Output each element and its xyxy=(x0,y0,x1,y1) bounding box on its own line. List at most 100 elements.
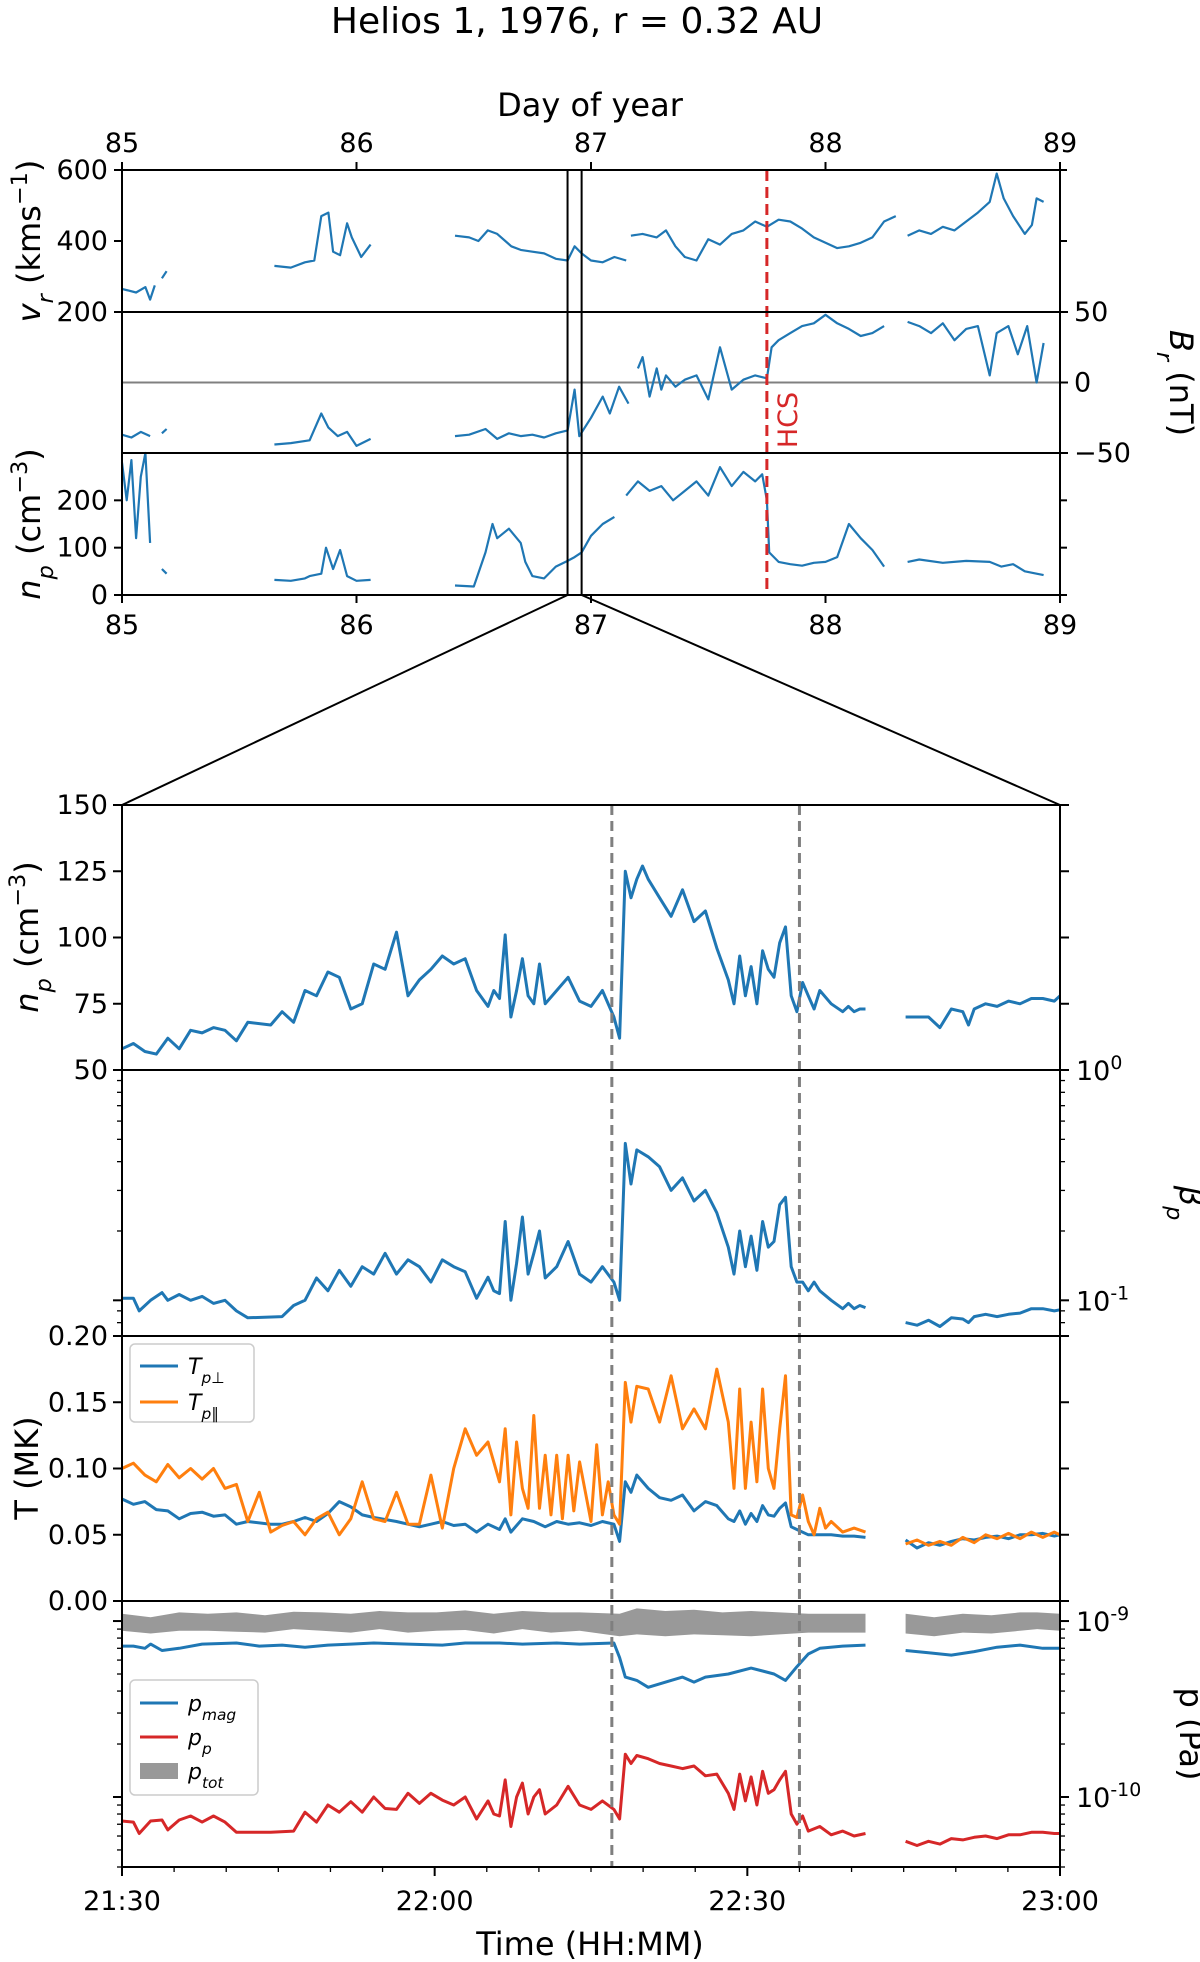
day-tick-label-top: 87 xyxy=(574,128,608,159)
np-series-line xyxy=(274,546,371,582)
br-ytick-label: −50 xyxy=(1074,438,1131,469)
time-tick-label: 22:00 xyxy=(396,1886,474,1917)
np_zoom-ytick-label: 50 xyxy=(74,1055,108,1086)
br-series-line xyxy=(454,385,630,440)
overview-y-labels: vr (kms−1) Br (nT) np (cm−3) xyxy=(7,160,1200,600)
np_zoom-blue-line xyxy=(121,864,866,1056)
overview-data: HCS xyxy=(120,170,1060,595)
temp_zoom-ytick-label: 0.10 xyxy=(48,1454,108,1485)
beta_zoom-blue-line xyxy=(905,1307,1061,1328)
day-tick-label: 88 xyxy=(808,610,842,641)
np_zoom-ytick-label: 125 xyxy=(56,856,108,887)
vr-series-line xyxy=(630,215,897,262)
zoom-data xyxy=(121,805,1062,1867)
np-axis-label: np (cm−3) xyxy=(7,448,59,599)
np_zoom-ytick-label: 150 xyxy=(56,790,108,821)
np-series-line xyxy=(907,558,1044,577)
temp_zoom-orange-line xyxy=(905,1530,1061,1547)
np_zoom-blue-line xyxy=(905,994,1062,1030)
legend-pmag-label: pmag xyxy=(187,1692,236,1724)
overview-frame xyxy=(121,169,1061,596)
vr-ytick-label: 200 xyxy=(56,297,108,328)
br-ytick-label: 50 xyxy=(1074,297,1108,328)
np-zoom-axis-label: np (cm−3) xyxy=(5,861,57,1012)
time-tick-label: 21:30 xyxy=(83,1886,161,1917)
vr-series-line xyxy=(454,229,627,264)
np_zoom-ytick-label: 75 xyxy=(74,989,108,1020)
ptot-band xyxy=(122,1608,866,1637)
vr-series-line xyxy=(160,270,168,279)
time-tick-label: 22:30 xyxy=(708,1886,786,1917)
temp_zoom-ytick-label: 0.00 xyxy=(48,1586,108,1617)
pressure-axis-label: p (Pa) xyxy=(1172,1688,1200,1781)
zoom-connector-left xyxy=(121,594,568,806)
beta_zoom-ytick-label: 10-1 xyxy=(1076,1282,1129,1317)
legend-ptot-label: ptot xyxy=(187,1760,224,1792)
np-ytick-label: 100 xyxy=(56,533,108,564)
day-tick-label: 86 xyxy=(339,610,373,641)
day-tick-label-top: 88 xyxy=(808,128,842,159)
br-ytick-label: 0 xyxy=(1074,368,1091,399)
pressure_zoom-blue-line xyxy=(122,1641,866,1689)
pressure_zoom-red-line xyxy=(905,1830,1060,1847)
zoom-frames xyxy=(121,804,1061,1868)
temperature-legend: Tp⊥ Tp∥ xyxy=(129,1343,255,1423)
temperature-axis-label: T (MK) xyxy=(8,1416,46,1520)
top-day-of-year-label: Day of year xyxy=(497,86,684,124)
np-series-line xyxy=(161,568,168,575)
legend-ptot-swatch xyxy=(140,1763,178,1779)
vr-series-line xyxy=(121,285,156,301)
beta_zoom-blue-line xyxy=(122,1141,867,1320)
pressure_zoom-red-line xyxy=(121,1752,866,1838)
day-tick-label-top: 85 xyxy=(105,128,139,159)
pressure_zoom-ytick-label: 10-10 xyxy=(1076,1779,1141,1814)
day-tick-label: 89 xyxy=(1043,610,1077,641)
zoom-tick-labels: 50 75 100 125 150 10-1 100 0.00 0.05 0.10 0.15 0.20… xyxy=(48,790,1141,1917)
vr-series-line xyxy=(907,172,1045,237)
day-tick-label-top: 86 xyxy=(339,128,373,159)
np-series-line xyxy=(120,451,152,543)
ptot-band xyxy=(905,1612,1060,1637)
zoom-connector-lines xyxy=(121,594,1061,806)
br-series-line xyxy=(161,428,168,435)
br-series-line xyxy=(121,430,151,439)
temp_zoom-ytick-label: 0.05 xyxy=(48,1520,108,1551)
br-series-line xyxy=(274,412,372,447)
time-axis-label: Time (HH:MM) xyxy=(475,1925,704,1962)
vr-ytick-label: 600 xyxy=(56,155,108,186)
br-axis-label: Br (nT) xyxy=(1151,330,1200,436)
day-tick-label-top: 89 xyxy=(1043,128,1077,159)
figure-title: Helios 1, 1976, r = 0.32 AU xyxy=(331,1,823,42)
br-series-line xyxy=(907,320,1045,384)
zoom-connector-right xyxy=(581,594,1061,806)
zoom-y-labels: np (cm−3) βp T (MK) p (Pa) xyxy=(5,861,1200,1780)
vr-ytick-label: 400 xyxy=(56,226,108,257)
legend-tpar-label: Tp∥ xyxy=(188,1391,219,1423)
time-tick-label: 23:00 xyxy=(1021,1886,1099,1917)
beta_zoom-ytick-label: 100 xyxy=(1076,1052,1122,1087)
temp_zoom-ytick-label: 0.15 xyxy=(48,1387,108,1418)
day-tick-label: 85 xyxy=(105,610,139,641)
legend-pp-label: pp xyxy=(187,1726,212,1758)
vr-axis-label: vr (kms−1) xyxy=(7,160,59,323)
br-series-line xyxy=(636,313,885,401)
np_zoom-ytick-label: 100 xyxy=(56,923,108,954)
pressure_zoom-blue-line xyxy=(905,1643,1060,1657)
overview-ticks xyxy=(114,162,1068,603)
overview-tick-labels: 200 400 600 −50 0 50 0 100 200 85 85 86 86 87 87 88 88 89… xyxy=(56,128,1131,641)
temp_zoom-ytick-label: 0.20 xyxy=(48,1321,108,1352)
np-series-line xyxy=(625,466,885,568)
temp_zoom-orange-line xyxy=(121,1367,866,1537)
vr-series-line xyxy=(274,211,372,269)
hcs-label: HCS xyxy=(773,392,804,448)
np-ytick-label: 200 xyxy=(56,485,108,516)
day-tick-label: 87 xyxy=(574,610,608,641)
np-series-line xyxy=(454,515,615,588)
np-ytick-label: 0 xyxy=(91,580,108,611)
beta-axis-label: βp xyxy=(1161,1185,1200,1221)
pressure_zoom-ytick-label: 10-9 xyxy=(1076,1603,1129,1638)
temp_zoom-blue-line xyxy=(121,1473,866,1543)
